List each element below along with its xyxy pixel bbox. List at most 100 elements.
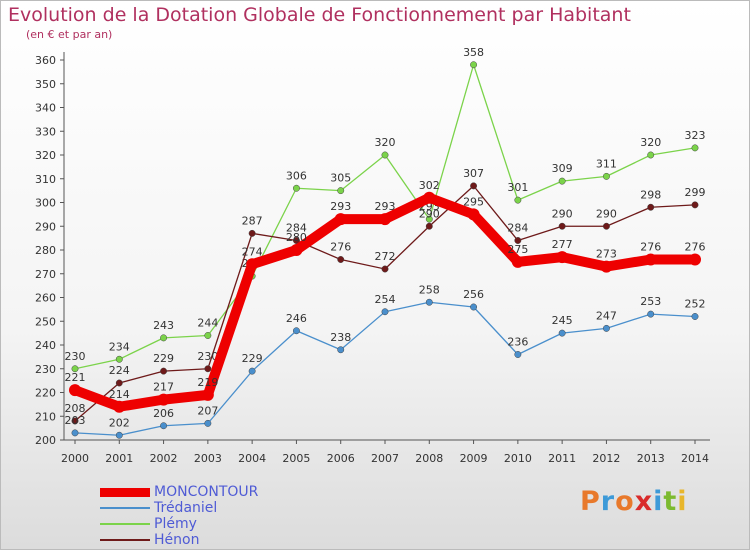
- data-point: [514, 196, 522, 204]
- data-label: 236: [507, 336, 528, 349]
- data-point: [514, 351, 522, 358]
- x-tick-label: 2007: [371, 452, 399, 465]
- legend-label: MONCONTOUR: [154, 484, 259, 500]
- data-label: 224: [109, 364, 130, 377]
- data-point: [204, 365, 212, 373]
- data-label: 221: [65, 371, 86, 384]
- data-label: 311: [596, 157, 617, 170]
- data-point: [292, 237, 300, 244]
- x-tick-label: 2002: [150, 452, 178, 465]
- data-point: [600, 260, 613, 273]
- data-label: 217: [153, 381, 174, 394]
- data-point: [602, 172, 610, 180]
- data-point: [467, 208, 480, 221]
- data-point: [292, 327, 300, 335]
- y-tick-label: 300: [35, 197, 56, 210]
- data-point: [201, 388, 214, 401]
- data-label: 276: [685, 241, 706, 254]
- legend-label: Trédaniel: [154, 500, 218, 516]
- data-point: [647, 203, 655, 211]
- data-point: [558, 329, 566, 337]
- x-tick-label: 2004: [238, 452, 266, 465]
- data-label: 320: [375, 136, 396, 149]
- data-point: [292, 184, 300, 192]
- x-tick-label: 2014: [681, 452, 709, 465]
- y-tick-label: 260: [35, 292, 56, 305]
- data-label: 293: [375, 200, 396, 213]
- data-label: 280: [286, 231, 307, 244]
- logo-letter: r: [600, 486, 616, 517]
- data-label: 230: [65, 350, 86, 363]
- data-label: 290: [419, 207, 440, 220]
- data-point: [511, 255, 524, 268]
- y-tick-label: 320: [35, 149, 56, 162]
- logo-letter: i: [653, 486, 664, 517]
- logo-letter: t: [663, 486, 678, 517]
- data-label: 273: [596, 248, 617, 261]
- data-point: [248, 229, 256, 237]
- data-point: [379, 213, 391, 226]
- y-tick-label: 220: [35, 387, 56, 400]
- data-point: [157, 393, 170, 406]
- data-point: [470, 182, 478, 190]
- data-label: 243: [153, 319, 174, 332]
- y-tick-label: 210: [35, 410, 56, 423]
- data-label: 302: [419, 179, 440, 192]
- legend-swatch: [100, 487, 150, 497]
- data-point: [381, 308, 389, 316]
- y-tick-label: 350: [35, 78, 56, 91]
- y-tick-label: 360: [35, 54, 56, 67]
- data-label: 207: [197, 404, 218, 417]
- y-tick-label: 200: [35, 434, 56, 447]
- data-point: [204, 332, 212, 339]
- data-label: 276: [640, 241, 661, 254]
- legend-swatch: [100, 507, 150, 509]
- logo-letter: x: [634, 486, 654, 517]
- data-label: 203: [65, 414, 86, 427]
- data-point: [602, 222, 610, 230]
- data-label: 305: [330, 172, 351, 185]
- y-tick-label: 250: [35, 315, 56, 328]
- data-label: 252: [685, 298, 706, 311]
- chart-subtitle: (en € et par an): [26, 28, 113, 41]
- data-point: [71, 417, 79, 425]
- data-point: [115, 379, 123, 387]
- data-point: [248, 367, 256, 375]
- data-label: 290: [596, 207, 617, 220]
- data-label: 298: [640, 188, 661, 201]
- x-tick-label: 2008: [415, 452, 443, 465]
- y-tick-label: 270: [35, 268, 56, 281]
- data-label: 214: [109, 388, 130, 401]
- legend-swatch: [100, 539, 150, 541]
- chart-legend: MONCONTOUR Trédaniel Plémy Hénon: [100, 484, 258, 548]
- data-label: 230: [197, 350, 218, 363]
- y-tick-label: 330: [35, 125, 56, 138]
- logo-letter: o: [615, 486, 635, 517]
- data-label: 245: [552, 314, 573, 327]
- data-label: 323: [685, 129, 706, 142]
- data-point: [514, 237, 522, 244]
- data-point: [115, 355, 123, 363]
- proxiti-logo: Proxiti: [580, 486, 688, 517]
- data-point: [470, 303, 478, 311]
- data-point: [337, 187, 345, 195]
- chart-title: Evolution de la Dotation Globale de Fonc…: [8, 4, 631, 26]
- data-label: 306: [286, 169, 307, 182]
- data-label: 320: [640, 136, 661, 149]
- x-tick-label: 2001: [105, 452, 133, 465]
- data-point: [381, 265, 389, 273]
- data-point: [160, 422, 168, 430]
- data-label: 301: [507, 181, 528, 194]
- x-tick-label: 2003: [194, 452, 222, 465]
- data-point: [115, 431, 123, 439]
- x-tick-label: 2005: [282, 452, 310, 465]
- data-point: [337, 256, 345, 263]
- data-label: 284: [286, 222, 307, 235]
- data-point: [691, 144, 699, 152]
- data-label: 284: [507, 222, 528, 235]
- data-label: 258: [419, 283, 440, 296]
- y-tick-label: 240: [35, 339, 56, 352]
- data-label: 219: [197, 376, 218, 389]
- data-point: [337, 346, 345, 354]
